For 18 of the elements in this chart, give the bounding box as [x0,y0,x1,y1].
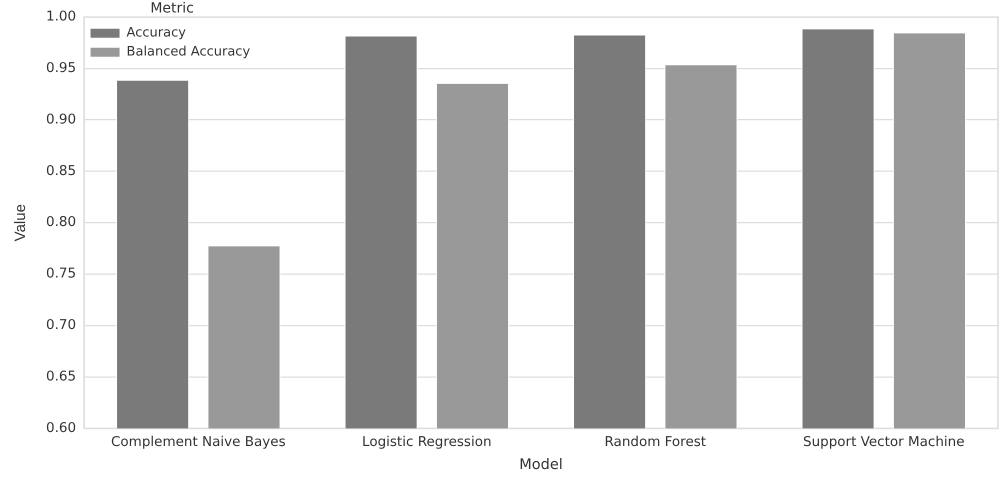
legend-label: Balanced Accuracy [126,44,250,60]
y-axis-title: Value [12,204,30,242]
y-tick-label: 1.00 [46,8,76,24]
x-tick-label: Random Forest [604,434,706,450]
x-tick-label: Support Vector Machine [803,434,964,450]
y-tick-label: 0.80 [46,214,76,230]
y-tick-label: 0.90 [46,111,76,128]
x-tick-label: Complement Naive Bayes [110,434,286,450]
x-tick-label: Logistic Regression [362,434,492,450]
y-tick-label: 0.85 [46,162,76,179]
legend-title: Metric [150,0,194,17]
y-tick-label: 0.70 [46,317,76,334]
y-tick-label: 0.95 [46,60,76,76]
x-axis-title: Model [519,457,563,474]
y-tick-label: 0.75 [46,266,76,282]
legend-label: Accuracy [126,26,186,41]
y-tick-label: 0.60 [46,420,76,436]
y-tick-label: 0.65 [46,368,76,384]
